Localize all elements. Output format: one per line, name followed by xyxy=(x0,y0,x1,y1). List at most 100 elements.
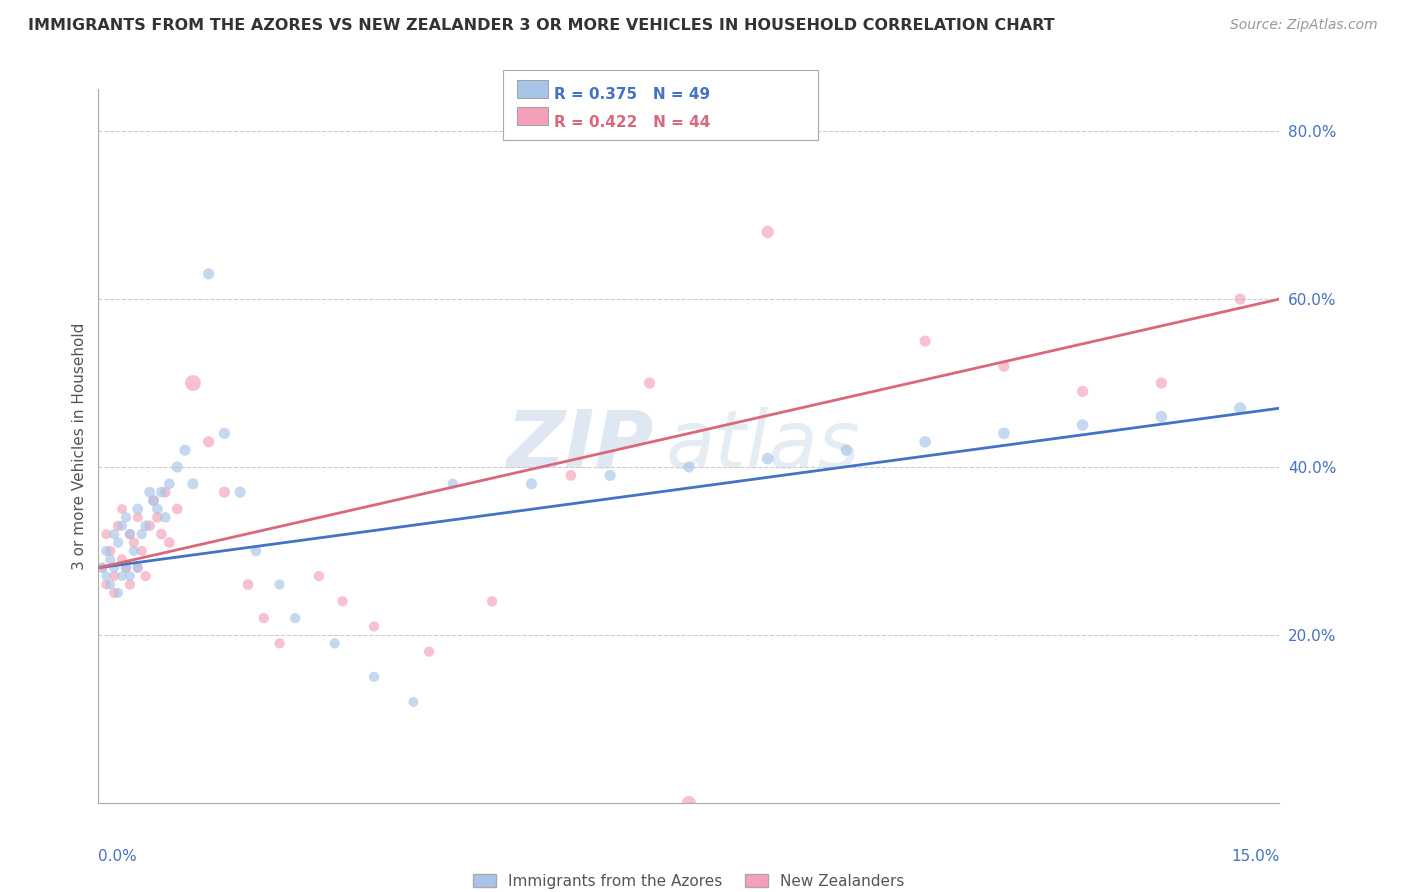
Point xyxy=(245,544,267,558)
Point xyxy=(993,359,1015,374)
Point xyxy=(118,527,141,541)
Point xyxy=(181,376,204,390)
Point xyxy=(122,535,145,549)
Y-axis label: 3 or more Vehicles in Household: 3 or more Vehicles in Household xyxy=(72,322,87,570)
Text: ZIP: ZIP xyxy=(506,407,654,485)
Point xyxy=(402,695,425,709)
Point xyxy=(1229,401,1251,416)
Text: 0.0%: 0.0% xyxy=(98,849,138,864)
Point xyxy=(103,527,125,541)
Point xyxy=(418,645,440,659)
Point xyxy=(111,518,134,533)
Point xyxy=(103,586,125,600)
Point xyxy=(481,594,503,608)
Point xyxy=(98,577,121,591)
Point xyxy=(135,518,157,533)
Point xyxy=(131,544,153,558)
Point xyxy=(253,611,276,625)
Point xyxy=(150,485,173,500)
Point xyxy=(1229,292,1251,306)
Point xyxy=(181,476,204,491)
Point xyxy=(166,502,188,516)
Point xyxy=(118,577,141,591)
Point xyxy=(197,434,219,449)
Text: R = 0.422   N = 44: R = 0.422 N = 44 xyxy=(554,115,710,130)
Point xyxy=(638,376,661,390)
Text: atlas: atlas xyxy=(665,407,860,485)
Point xyxy=(115,560,138,574)
Text: Source: ZipAtlas.com: Source: ZipAtlas.com xyxy=(1230,18,1378,32)
Point xyxy=(835,443,858,458)
Point xyxy=(146,510,169,524)
Point xyxy=(127,560,149,574)
Point xyxy=(914,334,936,348)
Text: R = 0.375   N = 49: R = 0.375 N = 49 xyxy=(554,87,710,103)
Point xyxy=(229,485,252,500)
Point xyxy=(98,552,121,566)
Point xyxy=(115,510,138,524)
Point xyxy=(107,586,129,600)
Point xyxy=(96,577,118,591)
Point xyxy=(111,502,134,516)
Point xyxy=(157,476,180,491)
Point xyxy=(174,443,197,458)
Point xyxy=(269,577,291,591)
Point xyxy=(269,636,291,650)
Point xyxy=(127,560,149,574)
Point xyxy=(284,611,307,625)
Point xyxy=(127,502,149,516)
Point xyxy=(96,544,118,558)
Point xyxy=(111,569,134,583)
Point xyxy=(91,560,114,574)
Text: 15.0%: 15.0% xyxy=(1232,849,1279,864)
Point xyxy=(166,460,188,475)
Point xyxy=(363,619,385,633)
Point xyxy=(150,527,173,541)
Point xyxy=(441,476,464,491)
Point xyxy=(214,426,236,441)
Point xyxy=(1071,384,1094,399)
Point xyxy=(1071,417,1094,432)
Point xyxy=(560,468,582,483)
Point xyxy=(678,796,700,810)
Point xyxy=(1150,376,1173,390)
Point xyxy=(103,569,125,583)
Point xyxy=(127,510,149,524)
Point xyxy=(599,468,621,483)
Point xyxy=(332,594,354,608)
Legend: Immigrants from the Azores, New Zealanders: Immigrants from the Azores, New Zealande… xyxy=(467,868,911,892)
Point xyxy=(323,636,346,650)
Point xyxy=(146,502,169,516)
Point xyxy=(135,569,157,583)
Point xyxy=(107,518,129,533)
Point xyxy=(993,426,1015,441)
Point xyxy=(115,560,138,574)
Point xyxy=(308,569,330,583)
Point xyxy=(155,510,177,524)
Point xyxy=(91,560,114,574)
Point xyxy=(756,225,779,239)
Point xyxy=(96,569,118,583)
Point xyxy=(138,518,160,533)
Point xyxy=(131,527,153,541)
Point xyxy=(157,535,180,549)
Point xyxy=(111,552,134,566)
Point xyxy=(142,493,165,508)
Point xyxy=(98,544,121,558)
Point xyxy=(118,569,141,583)
Point xyxy=(1150,409,1173,424)
Text: IMMIGRANTS FROM THE AZORES VS NEW ZEALANDER 3 OR MORE VEHICLES IN HOUSEHOLD CORR: IMMIGRANTS FROM THE AZORES VS NEW ZEALAN… xyxy=(28,18,1054,33)
Point xyxy=(520,476,543,491)
Point xyxy=(118,527,141,541)
Point xyxy=(122,544,145,558)
Point xyxy=(914,434,936,449)
Point xyxy=(214,485,236,500)
Point xyxy=(236,577,259,591)
Point xyxy=(363,670,385,684)
Point xyxy=(138,485,160,500)
Point xyxy=(96,527,118,541)
Point xyxy=(107,535,129,549)
Point xyxy=(678,460,700,475)
Point xyxy=(756,451,779,466)
Point xyxy=(197,267,219,281)
